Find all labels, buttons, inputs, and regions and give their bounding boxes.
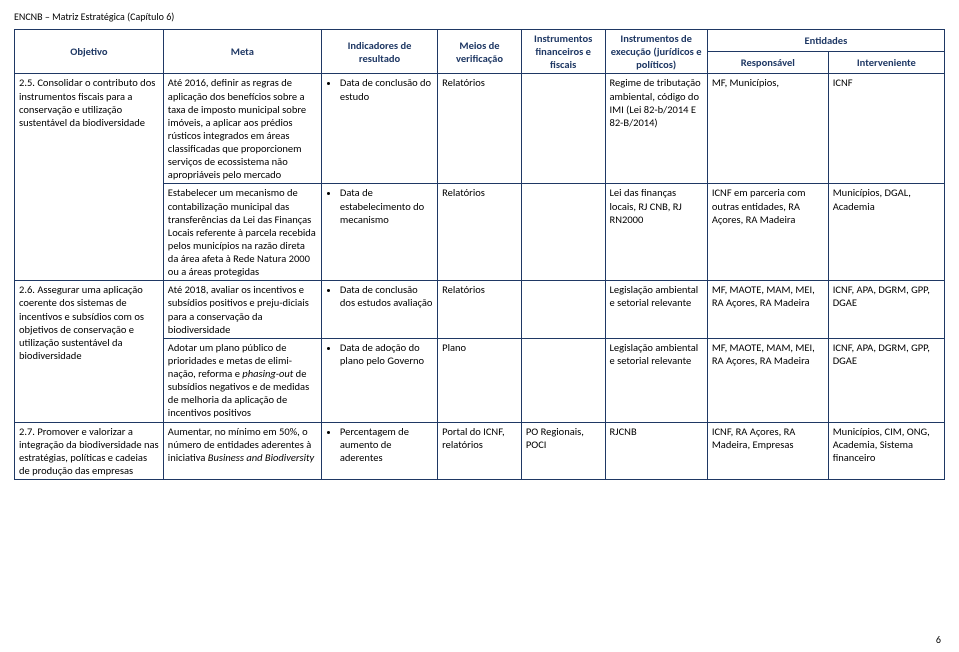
indicador-item: Percentagem de aumento de aderentes bbox=[340, 425, 433, 464]
th-meta: Meta bbox=[163, 30, 321, 74]
page-number: 6 bbox=[936, 633, 941, 646]
cell-instr-fin: PO Regionais, POCI bbox=[521, 422, 605, 480]
cell-meios: Relatórios bbox=[438, 74, 522, 184]
cell-instr-exec: Lei das finanças locais, RJ CNB, RJ RN20… bbox=[605, 184, 707, 281]
table-row: 2.5. Consolidar o contributo dos instrum… bbox=[15, 74, 945, 184]
th-instr-exec: Instrumentos de execução (jurídicos e po… bbox=[605, 30, 707, 74]
cell-interveniente: ICNF, APA, DGRM, GPP, DGAE bbox=[828, 281, 944, 339]
indicador-item: Data de estabelecimento do mecanismo bbox=[340, 186, 433, 225]
cell-interveniente: ICNF, APA, DGRM, GPP, DGAE bbox=[828, 338, 944, 422]
cell-meta: Estabelecer um mecanismo de contabilizaç… bbox=[163, 184, 321, 281]
indicador-item: Data de adoção do plano pelo Governo bbox=[340, 341, 433, 367]
cell-interveniente: Municípios, DGAL, Academia bbox=[828, 184, 944, 281]
cell-instr-exec: Legislação ambiental e setorial relevant… bbox=[605, 281, 707, 339]
th-responsavel: Responsável bbox=[707, 52, 828, 74]
cell-objetivo: 2.5. Consolidar o contributo dos instrum… bbox=[15, 74, 164, 281]
indicador-item: Data de conclusão do estudo bbox=[340, 76, 433, 102]
cell-meta: Até 2016, definir as regras de aplicação… bbox=[163, 74, 321, 184]
cell-responsavel: MF, Municípios, bbox=[707, 74, 828, 184]
cell-indicador: Data de estabelecimento do mecanismo bbox=[321, 184, 437, 281]
doc-header: ENCNB – Matriz Estratégica (Capítulo 6) bbox=[14, 10, 945, 23]
italic-term: phasing-out bbox=[242, 367, 293, 380]
cell-responsavel: ICNF em parceria com outras entidades, R… bbox=[707, 184, 828, 281]
cell-indicador: Data de adoção do plano pelo Governo bbox=[321, 338, 437, 422]
cell-meios: Plano bbox=[438, 338, 522, 422]
table-row: 2.7. Promover e valorizar a integração d… bbox=[15, 422, 945, 480]
italic-term: Business and Biodiversity bbox=[208, 451, 314, 464]
cell-instr-exec: Regime de tributação ambiental, código d… bbox=[605, 74, 707, 184]
cell-responsavel: MF, MAOTE, MAM, MEI, RA Açores, RA Madei… bbox=[707, 281, 828, 339]
th-entidades: Entidades bbox=[707, 30, 944, 52]
cell-interveniente: ICNF bbox=[828, 74, 944, 184]
cell-meta: Adotar um plano público de prioridades e… bbox=[163, 338, 321, 422]
cell-instr-exec: Legislação ambiental e setorial relevant… bbox=[605, 338, 707, 422]
cell-indicador: Data de conclusão dos estudos avaliação bbox=[321, 281, 437, 339]
cell-indicador: Data de conclusão do estudo bbox=[321, 74, 437, 184]
cell-responsavel: ICNF, RA Açores, RA Madeira, Empresas bbox=[707, 422, 828, 480]
cell-meta: Aumentar, no mínimo em 50%, o número de … bbox=[163, 422, 321, 480]
cell-instr-exec: RJCNB bbox=[605, 422, 707, 480]
cell-meta: Até 2018, avaliar os incentivos e subsíd… bbox=[163, 281, 321, 339]
cell-instr-fin bbox=[521, 338, 605, 422]
matrix-table: Objetivo Meta Indicadores de resultado M… bbox=[14, 29, 945, 480]
th-interveniente: Interveniente bbox=[828, 52, 944, 74]
cell-interveniente: Municípios, CIM, ONG, Academia, Sistema … bbox=[828, 422, 944, 480]
cell-instr-fin bbox=[521, 74, 605, 184]
cell-indicador: Percentagem de aumento de aderentes bbox=[321, 422, 437, 480]
cell-meios: Relatórios bbox=[438, 184, 522, 281]
th-indicadores: Indicadores de resultado bbox=[321, 30, 437, 74]
cell-objetivo: 2.6. Assegurar uma aplicação coerente do… bbox=[15, 281, 164, 422]
th-objetivo: Objetivo bbox=[15, 30, 164, 74]
cell-instr-fin bbox=[521, 281, 605, 339]
cell-responsavel: MF, MAOTE, MAM, MEI, RA Açores, RA Madei… bbox=[707, 338, 828, 422]
cell-objetivo: 2.7. Promover e valorizar a integração d… bbox=[15, 422, 164, 480]
cell-meios: Relatórios bbox=[438, 281, 522, 339]
table-row: 2.6. Assegurar uma aplicação coerente do… bbox=[15, 281, 945, 339]
cell-instr-fin bbox=[521, 184, 605, 281]
th-meios: Meios de verificação bbox=[438, 30, 522, 74]
th-instr-fin: Instrumentos financeiros e fiscais bbox=[521, 30, 605, 74]
cell-meios: Portal do ICNF, relatórios bbox=[438, 422, 522, 480]
indicador-item: Data de conclusão dos estudos avaliação bbox=[340, 283, 433, 309]
